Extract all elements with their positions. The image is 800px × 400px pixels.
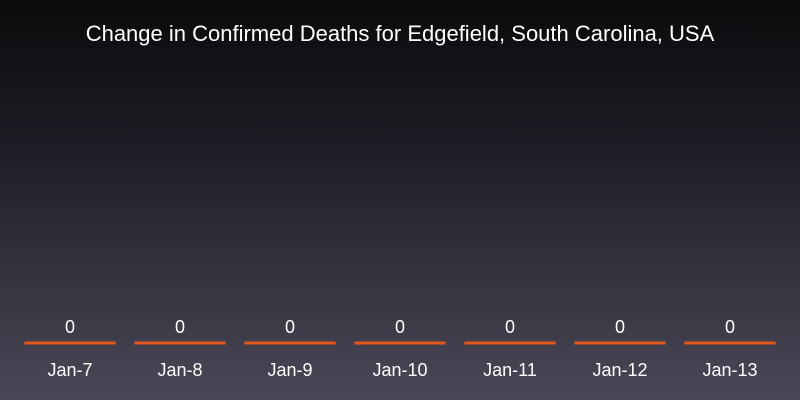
data-label-jan-13: 0	[725, 317, 735, 337]
x-tick-label-jan-9: Jan-9	[267, 360, 312, 380]
x-tick-label-jan-8: Jan-8	[157, 360, 202, 380]
bar-jan-7	[24, 341, 116, 345]
data-label-jan-9: 0	[285, 317, 295, 337]
bar-jan-8	[134, 341, 226, 345]
x-tick-label-jan-12: Jan-12	[592, 360, 647, 380]
data-label-jan-8: 0	[175, 317, 185, 337]
bar-jan-12	[574, 341, 666, 345]
x-tick-label-jan-11: Jan-11	[483, 360, 537, 380]
x-tick-label-jan-13: Jan-13	[702, 360, 757, 380]
data-label-jan-12: 0	[615, 317, 625, 337]
data-label-jan-10: 0	[395, 317, 405, 337]
x-tick-label-jan-10: Jan-10	[372, 360, 427, 380]
chart-title: Change in Confirmed Deaths for Edgefield…	[85, 21, 715, 46]
bar-jan-13	[684, 341, 776, 345]
data-label-jan-7: 0	[65, 317, 75, 337]
x-tick-label-jan-7: Jan-7	[47, 360, 92, 380]
bar-jan-9	[244, 341, 336, 345]
bar-jan-11	[464, 341, 556, 345]
bar-jan-10	[354, 341, 446, 345]
data-label-jan-11: 0	[505, 317, 515, 337]
